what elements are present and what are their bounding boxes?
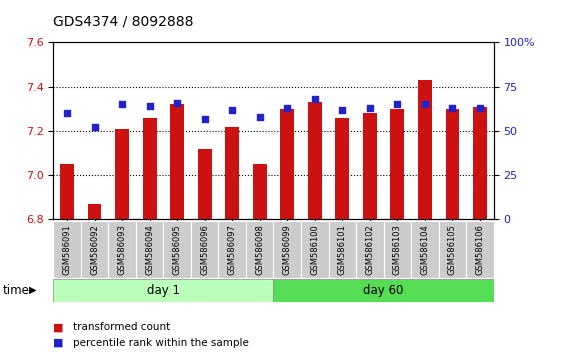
Point [393,102,402,107]
Text: GSM586104: GSM586104 [420,224,429,275]
Bar [466,221,494,278]
Text: GSM586106: GSM586106 [475,224,484,275]
Bar [308,102,321,219]
Text: GSM586103: GSM586103 [393,224,402,275]
Bar [198,149,211,219]
Text: ■: ■ [53,338,64,348]
Point [63,110,72,116]
Bar [384,221,411,278]
Bar [246,221,274,278]
Bar [226,127,239,219]
Point [173,100,182,105]
Text: GSM586102: GSM586102 [365,224,374,275]
Point [338,107,347,113]
Bar [301,221,329,278]
Bar [171,104,184,219]
Bar [81,221,108,278]
Point [365,105,374,111]
Bar [108,221,136,278]
Bar [273,221,301,278]
Point [118,102,127,107]
Point [420,102,429,107]
Point [200,116,209,121]
Text: GSM586096: GSM586096 [200,224,209,275]
Bar [191,221,218,278]
Point [228,107,237,113]
Text: GSM586100: GSM586100 [310,224,319,275]
Bar [142,118,157,219]
Point [310,96,319,102]
Text: ▶: ▶ [29,285,36,295]
Text: GSM586093: GSM586093 [118,224,127,275]
Bar [253,164,266,219]
Bar [390,109,404,219]
Text: GDS4374 / 8092888: GDS4374 / 8092888 [53,14,194,28]
Bar [363,113,376,219]
Point [90,125,99,130]
Point [448,105,457,111]
Bar [418,80,432,219]
Text: GSM586099: GSM586099 [283,224,292,275]
Text: GSM586101: GSM586101 [338,224,347,275]
Bar [329,221,356,278]
Text: time: time [3,284,30,297]
Bar [53,221,81,278]
Text: day 1: day 1 [147,284,180,297]
Point [145,103,154,109]
Text: percentile rank within the sample: percentile rank within the sample [73,338,249,348]
Bar [280,109,294,219]
Point [255,114,264,120]
Bar [473,107,487,219]
Text: ■: ■ [53,322,64,332]
Bar [218,221,246,278]
Bar [136,221,163,278]
Bar [335,118,349,219]
Bar [445,109,459,219]
Text: day 60: day 60 [364,284,404,297]
Bar [60,164,74,219]
Text: GSM586091: GSM586091 [63,224,72,275]
Point [475,105,484,111]
Bar [53,279,274,302]
Text: transformed count: transformed count [73,322,170,332]
Bar [356,221,384,278]
Text: GSM586105: GSM586105 [448,224,457,275]
Bar [273,279,494,302]
Text: GSM586092: GSM586092 [90,224,99,275]
Bar [439,221,466,278]
Bar [411,221,439,278]
Bar [163,221,191,278]
Text: GSM586095: GSM586095 [173,224,182,275]
Point [283,105,292,111]
Text: GSM586097: GSM586097 [228,224,237,275]
Bar [88,204,102,219]
Text: GSM586094: GSM586094 [145,224,154,275]
Text: GSM586098: GSM586098 [255,224,264,275]
Bar [115,129,129,219]
